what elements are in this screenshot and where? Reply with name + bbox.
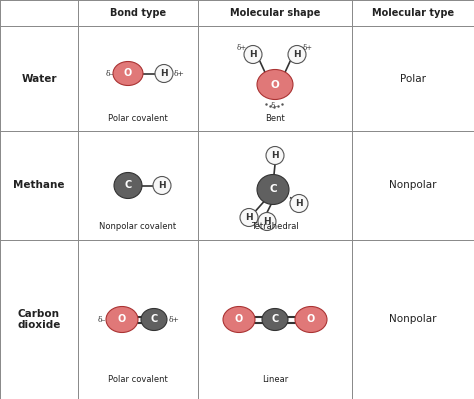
Text: H: H xyxy=(271,151,279,160)
Ellipse shape xyxy=(290,194,308,213)
Ellipse shape xyxy=(155,65,173,83)
Text: δ+: δ+ xyxy=(237,43,247,51)
Text: δ–: δ– xyxy=(106,69,114,77)
Text: δ+: δ+ xyxy=(303,43,313,51)
Text: δ+: δ+ xyxy=(169,316,180,324)
Ellipse shape xyxy=(266,146,284,164)
Ellipse shape xyxy=(257,69,293,99)
Text: O: O xyxy=(307,314,315,324)
Text: C: C xyxy=(124,180,132,190)
Text: δ–: δ– xyxy=(98,316,106,324)
Text: H: H xyxy=(245,213,253,222)
Text: Nonpolar: Nonpolar xyxy=(389,180,437,190)
Text: Bent: Bent xyxy=(265,114,285,123)
Text: Molecular type: Molecular type xyxy=(372,8,454,18)
Text: O: O xyxy=(271,79,279,89)
Text: Nonpolar: Nonpolar xyxy=(389,314,437,324)
Ellipse shape xyxy=(288,45,306,63)
Text: Molecular shape: Molecular shape xyxy=(230,8,320,18)
Text: O: O xyxy=(118,314,126,324)
Ellipse shape xyxy=(106,306,138,332)
Ellipse shape xyxy=(113,61,143,85)
Ellipse shape xyxy=(244,45,262,63)
Text: δ–: δ– xyxy=(271,103,279,111)
Ellipse shape xyxy=(141,308,167,330)
Text: Bond type: Bond type xyxy=(110,8,166,18)
Text: Carbon
dioxide: Carbon dioxide xyxy=(18,309,61,330)
Ellipse shape xyxy=(257,174,289,205)
Ellipse shape xyxy=(262,308,288,330)
Text: H: H xyxy=(263,217,271,226)
Text: Methane: Methane xyxy=(13,180,65,190)
Text: Water: Water xyxy=(21,73,57,83)
Text: H: H xyxy=(160,69,168,78)
Text: H: H xyxy=(158,181,166,190)
Ellipse shape xyxy=(240,209,258,227)
Text: O: O xyxy=(124,69,132,79)
Ellipse shape xyxy=(114,172,142,198)
Ellipse shape xyxy=(258,213,276,231)
Text: Polar covalent: Polar covalent xyxy=(108,114,168,123)
Text: C: C xyxy=(269,184,277,194)
Text: δ+: δ+ xyxy=(173,69,184,77)
Text: C: C xyxy=(272,314,279,324)
Text: Nonpolar covalent: Nonpolar covalent xyxy=(100,222,176,231)
Text: O: O xyxy=(235,314,243,324)
Ellipse shape xyxy=(223,306,255,332)
Text: Polar: Polar xyxy=(400,73,426,83)
Text: H: H xyxy=(293,50,301,59)
Text: Polar covalent: Polar covalent xyxy=(108,375,168,384)
Text: C: C xyxy=(150,314,158,324)
Text: Linear: Linear xyxy=(262,375,288,384)
Ellipse shape xyxy=(295,306,327,332)
Text: H: H xyxy=(295,199,303,208)
Text: H: H xyxy=(249,50,257,59)
Ellipse shape xyxy=(153,176,171,194)
Text: Tetrahedral: Tetrahedral xyxy=(251,222,299,231)
